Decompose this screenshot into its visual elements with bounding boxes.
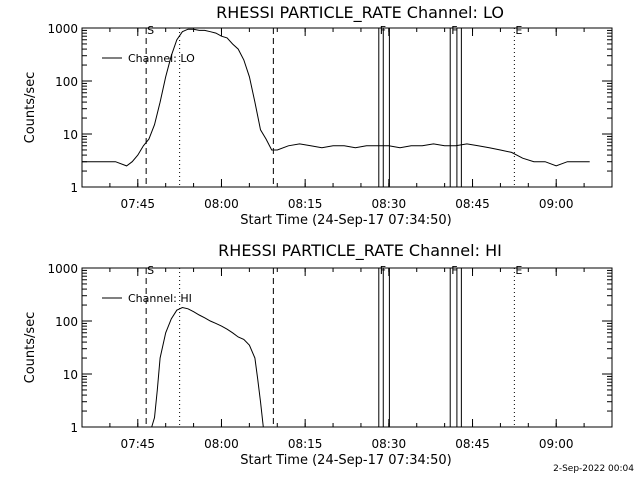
legend-label: Channel: HI	[128, 292, 192, 305]
x-tick-label: 09:00	[539, 437, 574, 451]
x-tick-label: 08:45	[455, 197, 490, 211]
y-axis-label: Counts/sec	[23, 72, 38, 144]
marker-label: F	[451, 264, 457, 277]
y-axis-label: Counts/sec	[23, 312, 38, 384]
y-tick-label: 1	[70, 181, 78, 195]
x-tick-label: 09:00	[539, 197, 574, 211]
marker-label: E	[515, 264, 522, 277]
legend-label: Channel: LO	[128, 52, 195, 65]
x-tick-label: 08:00	[204, 197, 239, 211]
x-tick-label: 07:45	[120, 197, 155, 211]
marker-label: F	[451, 24, 457, 37]
plot-frame	[81, 27, 613, 188]
marker-label: F	[380, 24, 386, 37]
x-tick-label: 08:45	[455, 437, 490, 451]
marker-label: S	[147, 24, 154, 37]
x-tick-label: 07:45	[120, 437, 155, 451]
y-tick-label: 1	[70, 421, 78, 435]
chart-title: RHESSI PARTICLE_RATE Channel: LO	[216, 3, 504, 23]
x-axis-label: Start Time (24-Sep-17 07:34:50)	[240, 453, 451, 468]
chart-title: RHESSI PARTICLE_RATE Channel: HI	[218, 241, 502, 261]
x-tick-label: 08:15	[288, 197, 323, 211]
y-tick-label: 100	[55, 75, 78, 89]
x-tick-label: 08:15	[288, 437, 323, 451]
x-axis-label: Start Time (24-Sep-17 07:34:50)	[240, 213, 451, 228]
y-tick-label: 1000	[47, 262, 78, 276]
y-tick-label: 10	[63, 128, 78, 142]
footer-timestamp: 2-Sep-2022 00:04	[553, 464, 634, 474]
marker-label: S	[147, 264, 154, 277]
x-tick-label: 08:30	[372, 197, 407, 211]
x-tick-label: 08:00	[204, 437, 239, 451]
series-line	[82, 28, 590, 167]
x-tick-label: 08:30	[372, 437, 407, 451]
series-line	[151, 306, 264, 428]
y-tick-label: 10	[63, 368, 78, 382]
y-tick-label: 1000	[47, 22, 78, 36]
plot-frame	[81, 267, 613, 428]
y-tick-label: 100	[55, 315, 78, 329]
marker-label: E	[515, 24, 522, 37]
marker-label: F	[380, 264, 386, 277]
